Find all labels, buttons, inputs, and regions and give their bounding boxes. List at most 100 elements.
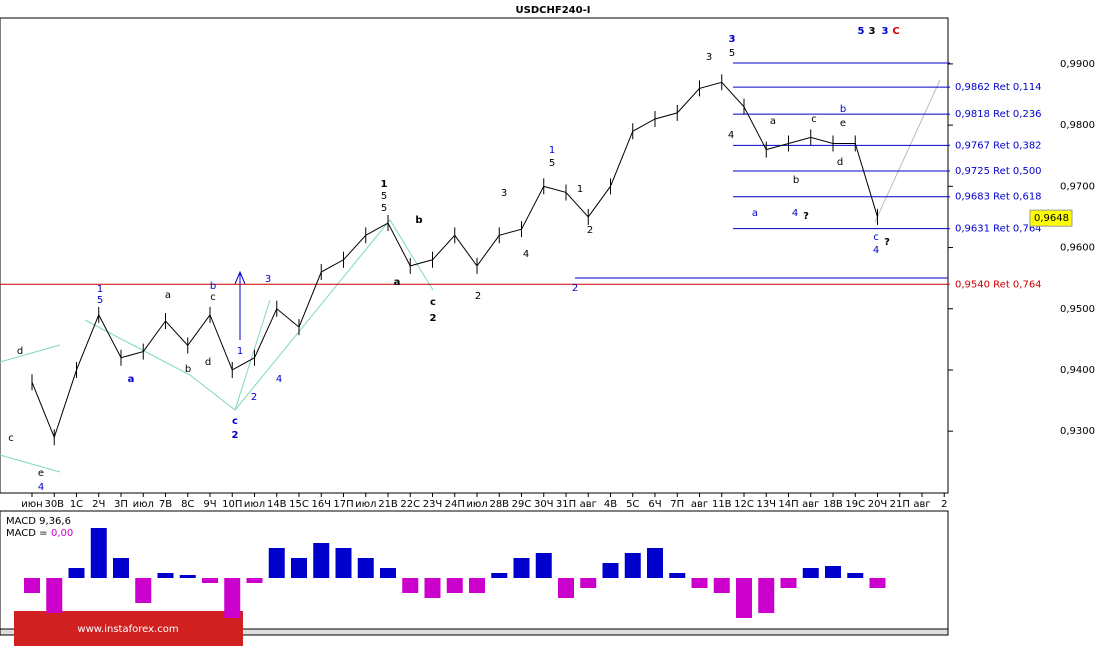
- macd-bar: [802, 568, 819, 578]
- x-tick-label: 28В: [489, 499, 509, 510]
- channel: [0, 344, 61, 363]
- macd-bar: [90, 528, 107, 578]
- x-tick-label: 13Ч: [756, 499, 776, 510]
- x-tick-label: 2Ч: [92, 499, 105, 510]
- x-tick-label: 21В: [378, 499, 398, 510]
- macd-bar: [691, 578, 708, 588]
- macd-bar: [580, 578, 597, 588]
- arrow-head: [234, 270, 246, 285]
- x-tick-label: 2: [941, 499, 947, 510]
- level-label: 0,9862 Ret 0,114: [955, 82, 1042, 93]
- wave-label: ?: [884, 237, 890, 248]
- macd-bar: [268, 548, 285, 578]
- wave-label: 5: [381, 203, 387, 214]
- x-tick-label: 30В: [44, 499, 64, 510]
- x-tick-label: 17П: [333, 499, 353, 510]
- arrow: [234, 270, 246, 340]
- wave-label: d: [837, 157, 843, 168]
- macd-bar: [825, 566, 841, 578]
- wave-label: 2: [475, 291, 481, 302]
- channel: [0, 454, 61, 473]
- wave-label: 1: [237, 346, 243, 357]
- macd-bar: [179, 575, 196, 578]
- current-price-label: 0,9648: [1034, 213, 1069, 224]
- wave-label: 2: [232, 430, 239, 441]
- x-tick-label: 5С: [626, 499, 639, 510]
- channel: [84, 299, 271, 411]
- wave-label: 3: [869, 26, 876, 37]
- wave-label: 4: [873, 245, 879, 256]
- y-tick-label: 0,9400: [1060, 365, 1095, 376]
- x-tick-label: июл: [133, 499, 154, 510]
- x-tick-label: 4В: [604, 499, 617, 510]
- level-label: 0,9725 Ret 0,500: [955, 166, 1042, 177]
- x-tick-label: июн: [21, 499, 42, 510]
- price-panel: [0, 17, 949, 494]
- level-label: 0,9631 Ret 0,764: [955, 224, 1042, 235]
- wave-label: 5: [97, 295, 103, 306]
- y-tick-label: 0,9700: [1060, 181, 1095, 192]
- indicator-strip: [0, 628, 949, 636]
- macd-bar: [246, 578, 263, 583]
- wave-label: ?: [803, 211, 809, 222]
- x-tick-label: 31П: [556, 499, 576, 510]
- wave-label: b: [840, 104, 846, 115]
- wave-label: c: [8, 433, 14, 444]
- x-tick-label: 14В: [267, 499, 287, 510]
- wave-label: 2: [251, 392, 257, 403]
- wave-label: c: [873, 232, 879, 243]
- macd-bar: [491, 573, 508, 578]
- y-tick-label: 0,9300: [1060, 426, 1095, 437]
- x-tick-label: 18В: [823, 499, 843, 510]
- wave-label: e: [38, 468, 44, 479]
- macd-signal-value: 0,00: [51, 528, 73, 539]
- wave-label: 3: [265, 274, 271, 285]
- wave-label: a: [394, 277, 401, 288]
- wave-label: 3: [706, 52, 712, 63]
- x-tick-label: 1С: [70, 499, 83, 510]
- level-label: 0,9818 Ret 0,236: [955, 109, 1042, 120]
- current-price-box: [1029, 209, 1073, 227]
- x-tick-label: 21П: [890, 499, 910, 510]
- level-label: 0,9767 Ret 0,382: [955, 140, 1042, 151]
- wave-label: d: [205, 357, 211, 368]
- wave-label: a: [770, 116, 776, 127]
- wave-label: 1: [97, 284, 103, 295]
- wave-label: 2: [572, 283, 578, 294]
- wave-label: a: [752, 208, 758, 219]
- wave-label: c: [210, 292, 216, 303]
- macd-bar: [291, 558, 307, 578]
- y-tick-label: 0,9600: [1060, 243, 1095, 254]
- wave-label: b: [415, 215, 422, 226]
- wave-label: 2: [587, 225, 593, 236]
- macd-bar: [24, 578, 40, 593]
- wave-label: 4: [728, 130, 734, 141]
- x-tick-label: 11В: [712, 499, 732, 510]
- macd-bar: [624, 553, 641, 578]
- x-tick-label: 29С: [512, 499, 532, 510]
- x-tick-label: 14П: [778, 499, 798, 510]
- wave-label: 4: [523, 249, 529, 260]
- macd-bar: [780, 578, 797, 588]
- macd-bar: [869, 578, 886, 588]
- wave-label: 5: [381, 191, 387, 202]
- x-tick-label: 30Ч: [534, 499, 554, 510]
- x-tick-label: 9Ч: [203, 499, 216, 510]
- wave-label: 1: [577, 184, 583, 195]
- x-tick-label: июл: [355, 499, 376, 510]
- macd-bar: [380, 568, 396, 578]
- projection: [874, 79, 941, 223]
- macd-bar: [202, 578, 218, 583]
- x-tick-label: июл: [244, 499, 265, 510]
- x-tick-label: 7В: [159, 499, 172, 510]
- wave-label: c: [430, 297, 436, 308]
- y-tick-label: 0,9500: [1060, 304, 1095, 315]
- macd-bar: [713, 578, 730, 593]
- x-tick-label: 7П: [670, 499, 684, 510]
- macd-bar: [313, 543, 330, 578]
- macd-bar: [224, 578, 241, 618]
- wave-label: b: [793, 175, 799, 186]
- wave-label: 5: [858, 26, 865, 37]
- y-tick-label: 0,9800: [1060, 120, 1095, 131]
